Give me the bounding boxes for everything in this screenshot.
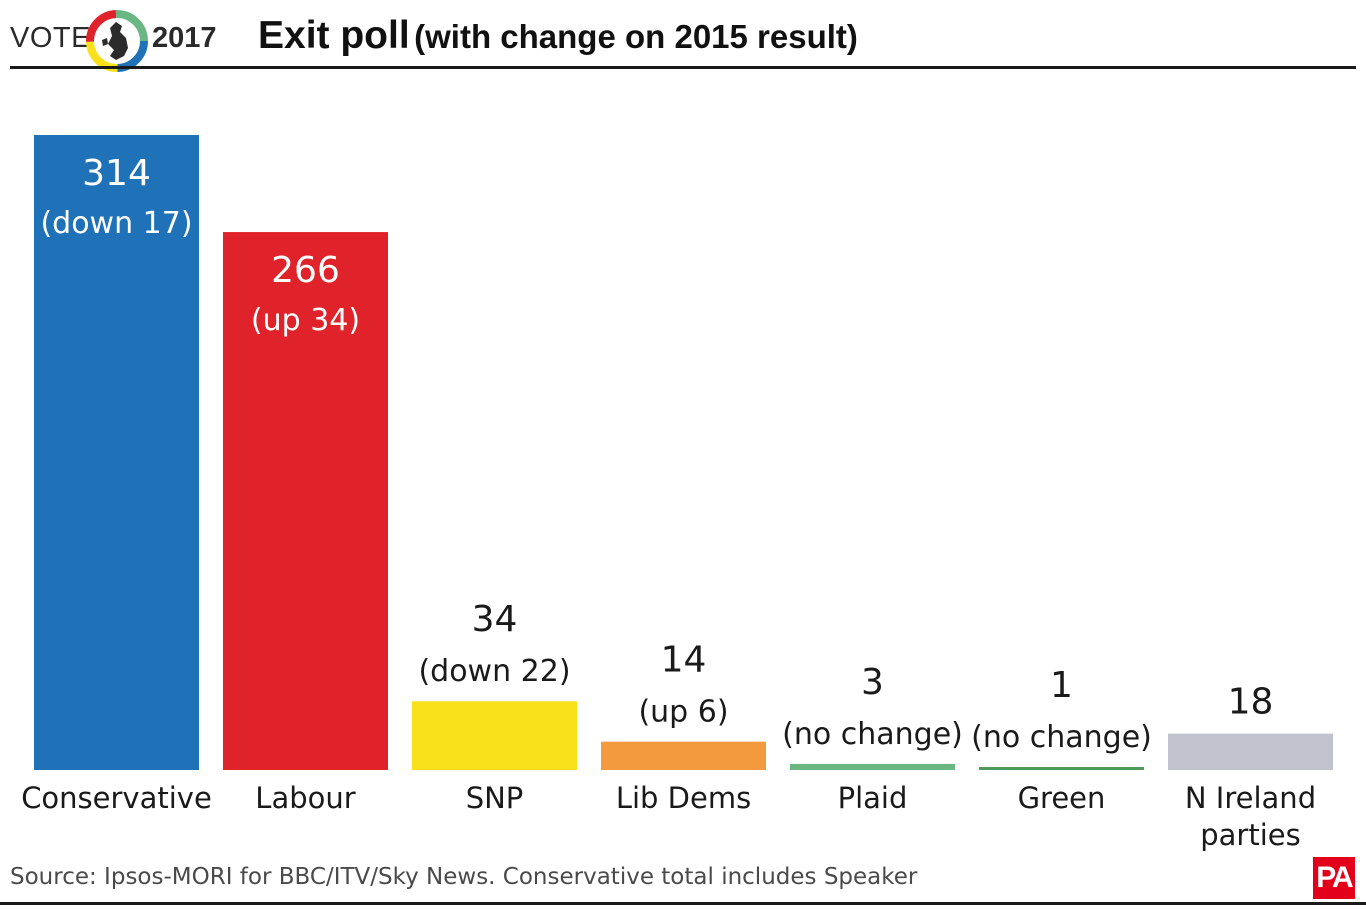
value-label-conservative: 314 <box>82 153 151 194</box>
bar-n-ireland-parties <box>1168 733 1333 770</box>
change-label-green: (no change) <box>971 720 1152 755</box>
pa-logo: PA <box>1313 857 1355 899</box>
change-label-snp: (down 22) <box>418 654 570 689</box>
value-label-plaid: 3 <box>861 662 884 703</box>
value-label-green: 1 <box>1050 665 1073 706</box>
bar-lib-dems <box>601 741 766 770</box>
bar-conservative <box>34 135 199 770</box>
category-label-lib-dems: Lib Dems <box>616 781 751 815</box>
change-label-lib-dems: (up 6) <box>638 695 728 730</box>
value-label-n-ireland-parties: 18 <box>1228 682 1274 723</box>
change-label-conservative: (down 17) <box>40 206 192 241</box>
bar-green <box>979 767 1144 770</box>
footer-divider <box>0 902 1366 905</box>
chart-header: VOTE 2017 Exit poll (with change on 2015… <box>0 0 1366 72</box>
chart-title: Exit poll (with change on 2015 result) <box>258 14 858 58</box>
header-divider <box>10 66 1356 69</box>
value-label-lib-dems: 14 <box>661 640 707 681</box>
category-label-n-ireland-parties-1: N Ireland <box>1185 781 1316 815</box>
category-label-snp: SNP <box>466 781 524 815</box>
vote-2017-logo-icon <box>86 10 148 72</box>
bar-labour <box>223 232 388 770</box>
vote-label: VOTE <box>10 22 91 54</box>
value-label-snp: 34 <box>472 599 518 640</box>
chart-title-sub: (with change on 2015 result) <box>414 18 858 55</box>
chart-title-main: Exit poll <box>258 14 410 57</box>
category-label-plaid: Plaid <box>838 781 908 815</box>
category-label-conservative: Conservative <box>21 781 212 815</box>
change-label-labour: (up 34) <box>251 303 360 338</box>
category-label-n-ireland-parties-2: parties <box>1200 818 1300 852</box>
bar-snp <box>412 701 577 770</box>
source-note: Source: Ipsos-MORI for BBC/ITV/Sky News.… <box>10 864 918 890</box>
value-label-labour: 266 <box>271 250 340 291</box>
category-label-green: Green <box>1018 781 1106 815</box>
bar-plaid <box>790 763 955 770</box>
vote-year: 2017 <box>152 22 217 54</box>
change-label-plaid: (no change) <box>782 717 963 752</box>
category-label-labour: Labour <box>255 781 355 815</box>
